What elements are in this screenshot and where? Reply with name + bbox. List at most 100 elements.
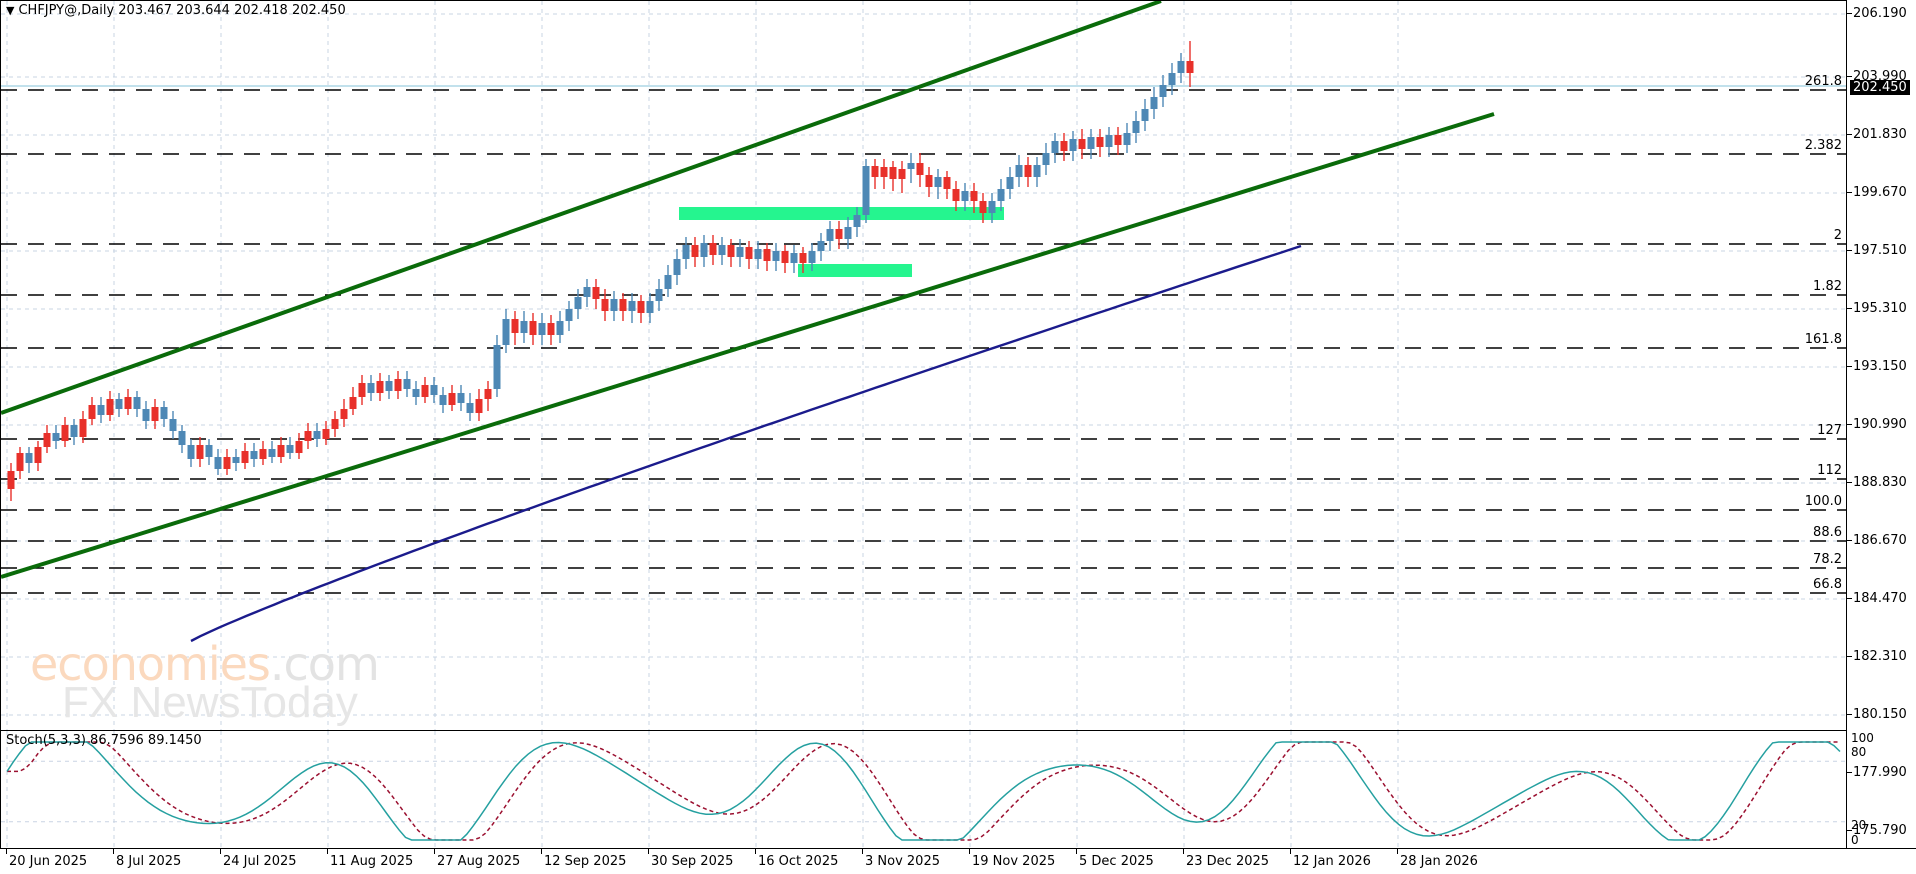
candle-body — [322, 429, 330, 439]
candlestick — [592, 279, 600, 309]
candle-body — [475, 399, 483, 413]
candlestick — [1105, 127, 1113, 157]
candlestick — [655, 279, 663, 311]
candle-body — [916, 163, 924, 175]
candle-body — [1096, 137, 1104, 147]
candle-body — [232, 457, 240, 463]
candle-body — [754, 249, 762, 259]
candle-body — [502, 319, 510, 345]
fib-level-label: 261.8 — [1804, 74, 1842, 89]
candle-body — [529, 321, 537, 335]
candle-body — [925, 175, 933, 187]
candle-body — [259, 449, 267, 459]
economies-watermark: economies.com — [30, 637, 380, 691]
candlestick — [466, 393, 474, 421]
candle-body — [52, 433, 60, 441]
candle-body — [673, 259, 681, 275]
candlestick — [52, 425, 60, 449]
candle-body — [1105, 135, 1113, 147]
stoch-axis-label: 0 — [1851, 833, 1859, 847]
candle-body — [727, 245, 735, 257]
candlestick — [1024, 157, 1032, 187]
candle-body — [862, 166, 870, 215]
collapse-triangle-icon[interactable]: ▼ — [6, 4, 15, 17]
channel-upper-line — [1, 1, 1162, 415]
stoch-k-line — [6, 741, 1841, 841]
candlestick — [979, 193, 987, 223]
price-tick-mark — [1847, 540, 1852, 541]
candle-body — [358, 383, 366, 397]
candle-body — [979, 201, 987, 213]
candle-body — [574, 297, 582, 309]
resistance-zone — [679, 207, 1004, 220]
candlestick — [1078, 129, 1086, 159]
candlestick — [439, 387, 447, 413]
candle-body — [1123, 133, 1131, 145]
candle-body — [1078, 139, 1086, 149]
candle-body — [205, 445, 213, 457]
candlestick — [916, 153, 924, 187]
date-tick-mark — [113, 849, 114, 854]
symbol-header[interactable]: ▼ CHFJPY@,Daily 203.467 203.644 202.418 2… — [6, 3, 346, 18]
date-tick-mark — [969, 849, 970, 854]
candle-body — [25, 453, 33, 463]
support-zone — [798, 264, 912, 277]
candlestick — [925, 167, 933, 197]
candlestick — [826, 221, 834, 251]
fib-level-label: 112 — [1817, 463, 1842, 478]
candlestick — [1051, 133, 1059, 163]
candlestick — [349, 387, 357, 415]
candle-body — [493, 345, 501, 389]
date-axis[interactable]: 20 Jun 2025 8 Jul 2025 24 Jul 2025 11 Aug 2… — [0, 848, 1916, 874]
candle-body — [790, 253, 798, 263]
candlestick — [763, 243, 771, 271]
candlestick — [511, 311, 519, 345]
date-axis-label: 30 Sep 2025 — [651, 854, 734, 869]
date-tick-mark — [327, 849, 328, 854]
stochastic-header: Stoch(5,3,3) 86.7596 89.1450 — [6, 733, 202, 748]
candlestick — [1006, 167, 1014, 199]
candlestick — [385, 375, 393, 399]
candle-body — [619, 299, 627, 311]
candlestick — [151, 399, 159, 429]
candlestick — [889, 161, 897, 191]
candlestick — [97, 397, 105, 423]
candle-body — [331, 419, 339, 429]
candle-body — [304, 431, 312, 441]
date-tick-mark — [1290, 849, 1291, 854]
candlestick — [16, 447, 24, 479]
candle-body — [1042, 153, 1050, 165]
price-tick-mark — [1847, 830, 1852, 831]
date-tick-mark — [6, 849, 7, 854]
date-axis-label: 12 Sep 2025 — [544, 854, 627, 869]
price-axis-label: 203.990 — [1853, 69, 1907, 84]
date-axis-label: 16 Oct 2025 — [758, 854, 839, 869]
candle-body — [808, 251, 816, 263]
candle-body — [592, 287, 600, 299]
candlestick — [142, 401, 150, 429]
price-tick-mark — [1847, 482, 1852, 483]
date-tick-mark — [1397, 849, 1398, 854]
price-pane — [0, 0, 1846, 730]
candle-body — [1051, 141, 1059, 153]
candle-body — [745, 247, 753, 259]
candlestick — [871, 159, 879, 189]
price-axis-label: 186.670 — [1853, 533, 1907, 548]
fib-level-label: 2.382 — [1804, 138, 1842, 153]
candle-body — [1132, 121, 1140, 133]
candle-body — [7, 471, 15, 489]
candle-body — [277, 445, 285, 457]
candlestick — [70, 419, 78, 445]
candlestick — [115, 393, 123, 417]
date-axis-label: 23 Dec 2025 — [1186, 854, 1270, 869]
candle-body — [844, 227, 852, 239]
date-axis-label: 24 Jul 2025 — [223, 854, 297, 869]
price-axis-label: 201.830 — [1853, 127, 1907, 142]
candle-body — [538, 323, 546, 335]
price-axis-label: 206.190 — [1853, 6, 1907, 21]
candlestick — [286, 437, 294, 459]
price-axis[interactable]: 206.190 203.990 201.830 199.670 197.510 195.3… — [1846, 0, 1916, 848]
candlestick — [952, 181, 960, 211]
candlestick — [736, 239, 744, 267]
candle-body — [988, 201, 996, 213]
